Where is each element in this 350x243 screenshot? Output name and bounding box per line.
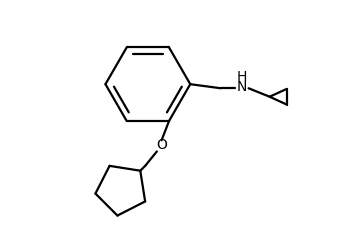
Text: H: H	[237, 70, 247, 84]
Text: N: N	[237, 79, 247, 94]
Text: O: O	[156, 138, 167, 152]
